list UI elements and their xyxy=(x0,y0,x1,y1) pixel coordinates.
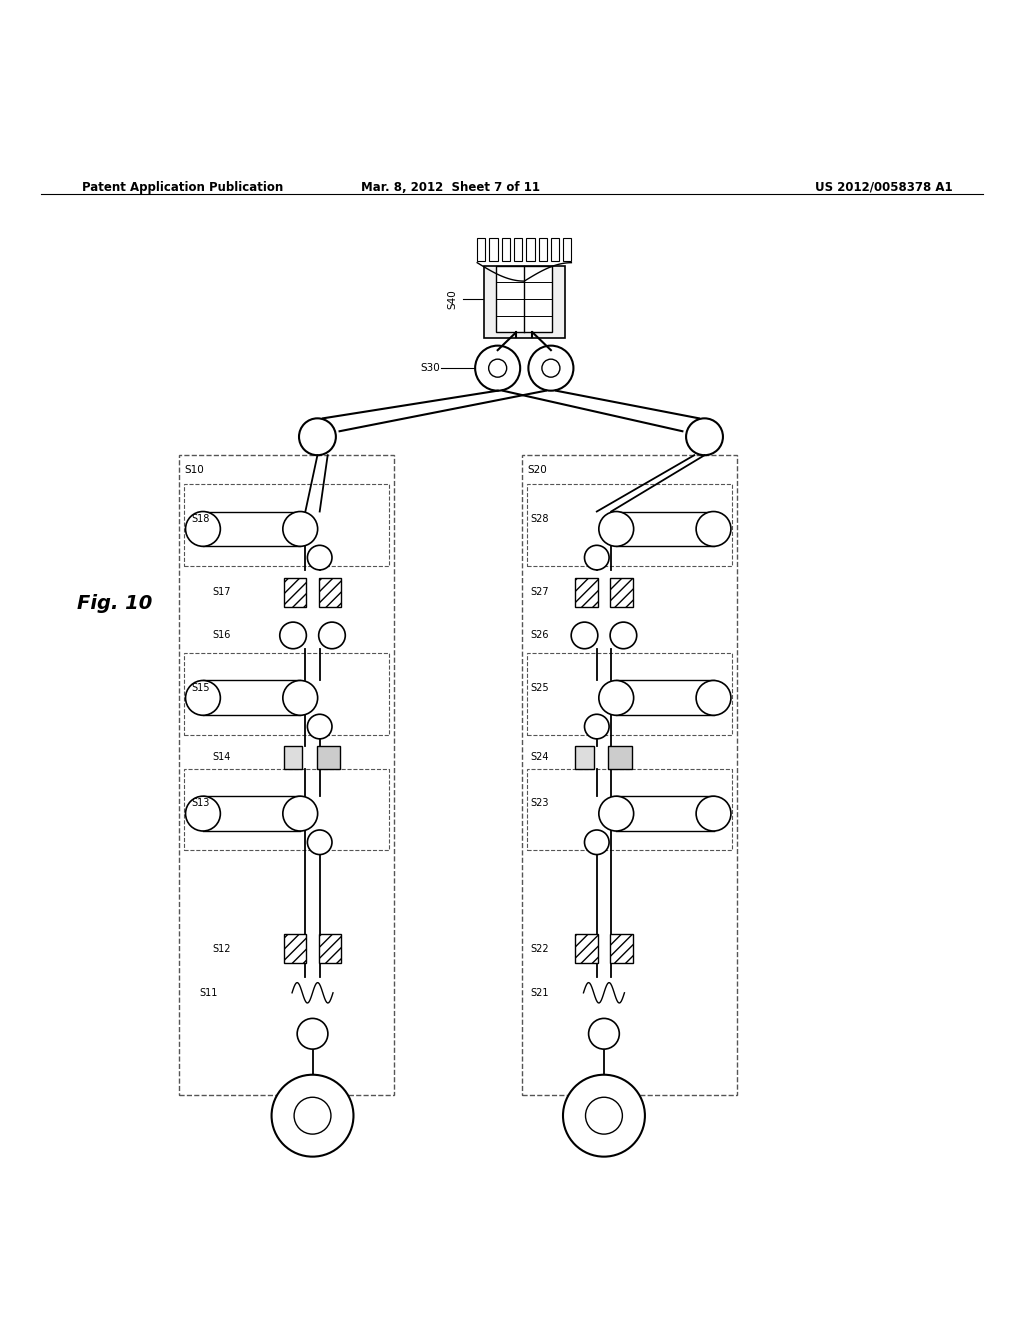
Text: S26: S26 xyxy=(530,631,549,640)
Bar xyxy=(284,578,306,607)
Text: S14: S14 xyxy=(212,752,230,762)
Bar xyxy=(575,746,594,768)
Text: S25: S25 xyxy=(530,682,549,693)
Bar xyxy=(316,746,340,768)
Text: S10: S10 xyxy=(184,466,204,475)
Bar xyxy=(539,238,547,260)
Circle shape xyxy=(696,512,731,546)
Text: Mar. 8, 2012  Sheet 7 of 11: Mar. 8, 2012 Sheet 7 of 11 xyxy=(361,181,540,194)
Text: S13: S13 xyxy=(191,799,210,808)
Text: S11: S11 xyxy=(200,987,218,998)
Bar xyxy=(527,484,732,566)
Text: S17: S17 xyxy=(212,587,230,598)
Circle shape xyxy=(610,622,637,648)
Bar xyxy=(489,238,498,260)
Text: S21: S21 xyxy=(530,987,549,998)
Text: S20: S20 xyxy=(527,466,547,475)
Circle shape xyxy=(299,418,336,455)
Circle shape xyxy=(307,545,332,570)
Circle shape xyxy=(686,418,723,455)
Text: S27: S27 xyxy=(530,587,549,598)
Bar xyxy=(563,238,571,260)
Bar xyxy=(527,768,732,850)
Circle shape xyxy=(696,681,731,715)
Circle shape xyxy=(307,714,332,739)
Text: S40: S40 xyxy=(446,289,457,309)
Bar xyxy=(526,238,535,260)
Bar xyxy=(575,578,598,607)
Text: S30: S30 xyxy=(421,363,440,374)
Text: S16: S16 xyxy=(212,631,230,640)
Bar xyxy=(502,238,510,260)
Circle shape xyxy=(542,359,560,378)
Circle shape xyxy=(283,796,317,832)
Bar xyxy=(318,935,341,964)
Bar xyxy=(179,455,394,1096)
Circle shape xyxy=(585,830,609,854)
Circle shape xyxy=(599,512,634,546)
Bar xyxy=(284,746,302,768)
Bar xyxy=(318,578,341,607)
Circle shape xyxy=(585,545,609,570)
Text: Fig. 10: Fig. 10 xyxy=(77,594,153,614)
Circle shape xyxy=(297,1019,328,1049)
Text: S15: S15 xyxy=(191,682,210,693)
Circle shape xyxy=(589,1019,620,1049)
Bar xyxy=(610,935,633,964)
Circle shape xyxy=(488,359,507,378)
Bar xyxy=(522,455,737,1096)
Circle shape xyxy=(318,622,345,648)
Circle shape xyxy=(307,830,332,854)
Bar xyxy=(610,578,633,607)
Bar xyxy=(284,935,306,964)
Bar xyxy=(514,238,522,260)
Circle shape xyxy=(185,681,220,715)
Circle shape xyxy=(294,1097,331,1134)
Bar xyxy=(184,768,389,850)
Bar xyxy=(496,265,553,333)
Circle shape xyxy=(283,512,317,546)
Circle shape xyxy=(475,346,520,391)
Text: US 2012/0058378 A1: US 2012/0058378 A1 xyxy=(815,181,952,194)
Text: S12: S12 xyxy=(212,944,230,954)
Bar xyxy=(527,653,732,735)
Bar xyxy=(551,238,559,260)
Bar xyxy=(608,746,632,768)
Circle shape xyxy=(571,622,598,648)
Text: S28: S28 xyxy=(530,513,549,524)
Circle shape xyxy=(586,1097,623,1134)
Circle shape xyxy=(280,622,306,648)
Text: S23: S23 xyxy=(530,799,549,808)
Circle shape xyxy=(696,796,731,832)
Bar xyxy=(184,484,389,566)
Circle shape xyxy=(563,1074,645,1156)
Bar xyxy=(575,935,598,964)
Text: S18: S18 xyxy=(191,513,210,524)
Bar xyxy=(477,238,485,260)
Circle shape xyxy=(599,796,634,832)
Text: S24: S24 xyxy=(530,752,549,762)
Circle shape xyxy=(185,796,220,832)
Bar xyxy=(184,653,389,735)
Circle shape xyxy=(185,512,220,546)
Circle shape xyxy=(585,714,609,739)
Circle shape xyxy=(283,681,317,715)
Circle shape xyxy=(528,346,573,391)
Bar xyxy=(483,265,565,338)
Circle shape xyxy=(271,1074,353,1156)
Text: Patent Application Publication: Patent Application Publication xyxy=(82,181,284,194)
Text: S22: S22 xyxy=(530,944,549,954)
Circle shape xyxy=(599,681,634,715)
